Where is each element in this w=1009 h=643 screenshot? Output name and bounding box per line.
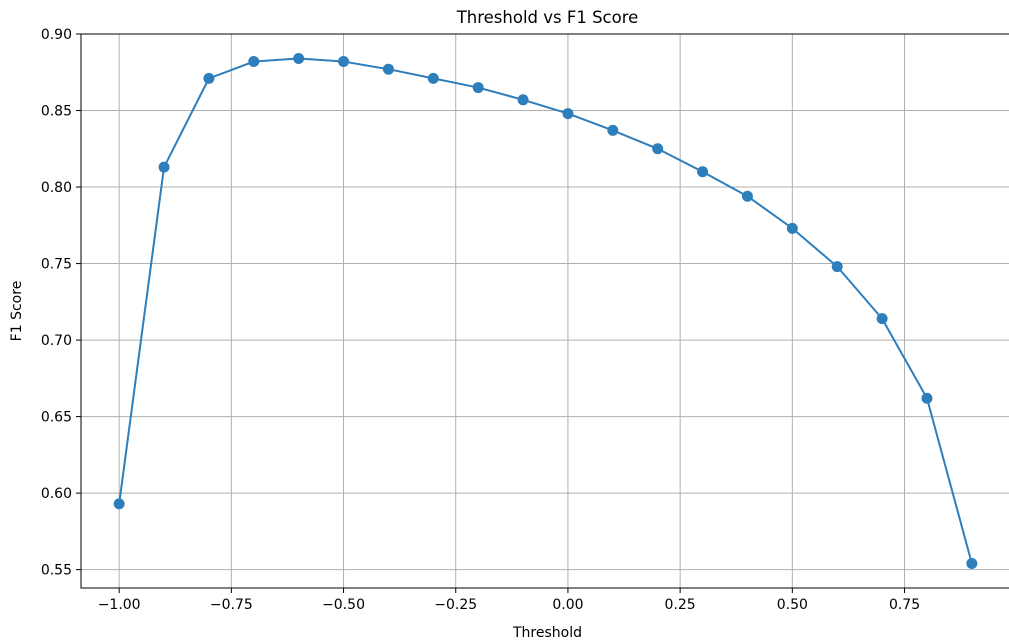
data-point	[562, 108, 574, 120]
data-point	[786, 222, 798, 234]
data-point	[427, 72, 439, 84]
grid-lines	[81, 33, 1009, 588]
data-point	[248, 56, 260, 68]
data-point	[921, 392, 933, 404]
data-point	[652, 143, 664, 155]
data-series	[113, 52, 978, 570]
y-tick-label: 0.60	[41, 486, 72, 502]
x-tick-label: 0.50	[777, 597, 808, 613]
data-point	[876, 313, 888, 325]
data-point	[831, 261, 843, 273]
x-tick-label: 0.00	[552, 597, 583, 613]
y-tick-label: 0.85	[41, 104, 72, 120]
x-axis-label: Threshold	[512, 625, 582, 641]
x-axis: −1.00 −0.75 −0.50 −0.25 0.00 0.25 0.50 0.75	[98, 588, 920, 613]
y-tick-label: 0.80	[41, 180, 72, 196]
y-tick-label: 0.55	[41, 563, 72, 579]
data-point	[517, 94, 529, 106]
x-tick-label: 0.25	[665, 597, 696, 613]
y-axis: 0.55 0.60 0.65 0.70 0.75 0.80 0.85 0.90	[41, 27, 81, 579]
x-tick-label: −0.25	[434, 597, 477, 613]
x-tick-label: −0.50	[322, 597, 365, 613]
data-point	[158, 161, 170, 173]
y-axis-label: F1 Score	[9, 281, 25, 342]
data-point	[382, 63, 394, 75]
data-point	[203, 72, 215, 84]
data-point	[966, 558, 978, 570]
y-tick-label: 0.70	[41, 333, 72, 349]
data-point	[472, 82, 484, 94]
data-point	[113, 498, 125, 510]
x-tick-label: −1.00	[98, 597, 141, 613]
data-point	[607, 124, 619, 136]
x-tick-label: −0.75	[210, 597, 253, 613]
chart-title: Threshold vs F1 Score	[456, 8, 639, 27]
plot-frame	[80, 33, 1009, 589]
y-tick-label: 0.65	[41, 410, 72, 426]
data-point	[697, 166, 709, 178]
data-point	[293, 52, 305, 64]
y-tick-label: 0.90	[41, 27, 72, 43]
y-tick-label: 0.75	[41, 257, 72, 273]
series-line	[118, 57, 973, 564]
data-point	[338, 56, 350, 68]
x-tick-label: 0.75	[889, 597, 920, 613]
data-point	[741, 190, 753, 202]
